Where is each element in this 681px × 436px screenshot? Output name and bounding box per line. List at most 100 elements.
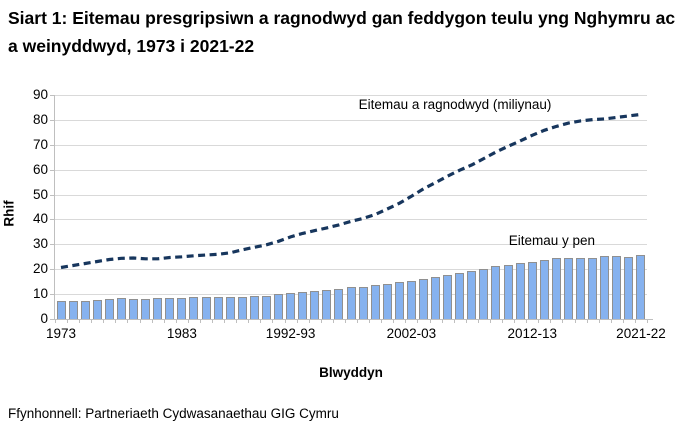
y-tick-label: 60 bbox=[32, 161, 48, 177]
bar bbox=[165, 298, 175, 319]
x-tick-mark bbox=[610, 319, 612, 323]
x-tick-mark bbox=[308, 319, 310, 323]
bar bbox=[431, 277, 441, 319]
bar bbox=[503, 265, 513, 319]
bar bbox=[129, 299, 139, 319]
y-tick-label: 40 bbox=[32, 211, 48, 227]
x-tick-mark bbox=[248, 319, 250, 323]
bar bbox=[467, 271, 477, 319]
y-tick-mark bbox=[50, 169, 54, 171]
x-tick-mark bbox=[477, 319, 479, 323]
x-tick-mark bbox=[526, 319, 528, 323]
x-tick-label: 2012-13 bbox=[507, 326, 557, 341]
x-tick-mark bbox=[175, 319, 177, 323]
x-tick-mark bbox=[647, 319, 648, 323]
bar bbox=[261, 296, 271, 319]
bar bbox=[624, 257, 634, 319]
y-tick-label: 50 bbox=[32, 186, 48, 202]
bar bbox=[286, 293, 296, 319]
y-tick-label: 80 bbox=[32, 111, 48, 127]
x-tick-mark bbox=[127, 319, 129, 323]
bar bbox=[455, 273, 465, 319]
gridline bbox=[55, 219, 647, 221]
bar bbox=[539, 260, 549, 319]
bar bbox=[551, 258, 561, 319]
bar bbox=[56, 301, 66, 319]
gridline bbox=[55, 119, 647, 121]
x-tick-label: 1983 bbox=[166, 326, 197, 341]
bar bbox=[515, 263, 525, 319]
line-series bbox=[60, 112, 642, 270]
bar bbox=[612, 256, 622, 319]
bar bbox=[274, 294, 283, 319]
bar bbox=[104, 299, 114, 319]
bar bbox=[225, 297, 235, 319]
bar bbox=[588, 258, 598, 319]
line-path bbox=[60, 112, 642, 270]
gridline bbox=[55, 244, 647, 246]
x-tick-mark bbox=[417, 319, 419, 323]
x-tick-mark bbox=[199, 319, 201, 323]
x-tick-mark bbox=[598, 319, 600, 323]
bar bbox=[141, 299, 151, 319]
y-tick-mark bbox=[50, 194, 54, 196]
bar bbox=[322, 290, 332, 319]
bar bbox=[201, 297, 211, 319]
bar bbox=[213, 297, 223, 319]
bar bbox=[298, 292, 308, 319]
bar bbox=[346, 287, 356, 319]
gridline bbox=[55, 169, 647, 171]
bar-series-label: Eitemau y pen bbox=[508, 233, 595, 248]
y-axis-line bbox=[54, 95, 55, 319]
bar bbox=[116, 298, 126, 319]
x-tick-mark bbox=[393, 319, 395, 323]
x-tick-mark bbox=[441, 319, 443, 323]
x-tick-mark bbox=[212, 319, 214, 323]
chart-title: Siart 1: Eitemau presgripsiwn a ragnodwy… bbox=[8, 8, 676, 56]
bar bbox=[80, 301, 90, 319]
bar bbox=[443, 275, 453, 319]
y-tick-mark bbox=[50, 95, 54, 96]
bar bbox=[491, 266, 501, 319]
x-tick-mark bbox=[357, 319, 359, 323]
x-tick-mark bbox=[453, 319, 455, 323]
bar bbox=[68, 301, 78, 319]
bar bbox=[576, 258, 586, 319]
gridline bbox=[55, 269, 647, 271]
y-tick-label: 0 bbox=[40, 311, 48, 326]
bar bbox=[527, 262, 537, 319]
y-tick-mark bbox=[50, 269, 54, 271]
bar bbox=[189, 297, 199, 319]
bar bbox=[92, 300, 102, 319]
x-tick-mark bbox=[369, 319, 371, 323]
x-tick-mark bbox=[91, 319, 93, 323]
y-tick-label: 10 bbox=[32, 286, 48, 302]
x-tick-mark bbox=[405, 319, 407, 323]
bar bbox=[394, 282, 404, 319]
x-axis-line bbox=[54, 319, 653, 320]
line-series-label: Eitemau a ragnodwyd (miliynau) bbox=[358, 97, 552, 112]
x-tick-mark bbox=[320, 319, 322, 323]
bar bbox=[334, 289, 344, 319]
x-tick-mark bbox=[55, 319, 56, 323]
x-tick-mark bbox=[344, 319, 346, 323]
bar bbox=[153, 298, 163, 319]
y-tick-mark bbox=[50, 144, 54, 146]
bar bbox=[249, 296, 259, 319]
source-note: Ffynhonnell: Partneriaeth Cydwasanaethau… bbox=[8, 406, 339, 421]
x-tick-mark bbox=[103, 319, 105, 323]
x-tick-mark bbox=[465, 319, 467, 323]
x-tick-mark bbox=[224, 319, 226, 323]
bar bbox=[600, 256, 610, 319]
x-tick-mark bbox=[634, 319, 636, 323]
bar bbox=[418, 279, 428, 319]
x-tick-mark bbox=[79, 319, 81, 323]
bar bbox=[406, 281, 416, 319]
y-tick-label: 90 bbox=[32, 87, 48, 102]
x-tick-mark bbox=[332, 319, 334, 323]
x-tick-mark bbox=[260, 319, 262, 323]
x-tick-mark bbox=[622, 319, 624, 323]
y-tick-mark bbox=[50, 294, 54, 296]
x-tick-mark bbox=[115, 319, 117, 323]
